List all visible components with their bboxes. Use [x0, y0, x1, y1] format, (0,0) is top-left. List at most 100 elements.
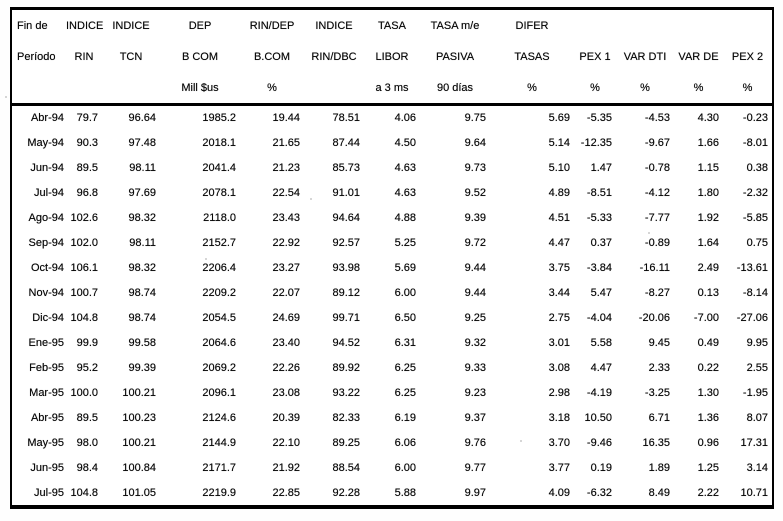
- value-cell: 9.25: [464, 311, 486, 324]
- value-cell: 9.75: [464, 112, 486, 125]
- value-cell: -0.78: [644, 162, 670, 175]
- value-cell: 100.23: [122, 411, 156, 424]
- value-cell: -3.25: [644, 386, 670, 399]
- scan-speckle: [5, 96, 7, 98]
- value-cell: 95.2: [76, 361, 98, 374]
- value-cell: 8.49: [648, 486, 670, 499]
- value-cell: 2124.6: [202, 411, 236, 424]
- value-cell: 99.71: [332, 311, 360, 324]
- period-cell: May-95: [27, 436, 64, 449]
- indicators-table: Fin de INDICE INDICE DEP RIN/DEP INDICE TASA TA…: [10, 7, 774, 509]
- header-cell: INDICE: [315, 19, 353, 32]
- value-cell: 24.69: [272, 311, 300, 324]
- value-cell: 2152.7: [202, 237, 236, 250]
- value-cell: 98.4: [76, 461, 98, 474]
- value-cell: 9.33: [464, 361, 486, 374]
- value-cell: 21.23: [272, 162, 300, 175]
- value-cell: 3.70: [548, 436, 570, 449]
- value-cell: 2041.4: [202, 162, 236, 175]
- value-cell: 100.21: [122, 436, 156, 449]
- value-cell: -13.61: [736, 262, 768, 275]
- value-cell: 23.40: [272, 336, 300, 349]
- value-cell: 22.10: [272, 436, 300, 449]
- value-cell: 21.92: [272, 461, 300, 474]
- value-cell: 100.21: [122, 386, 156, 399]
- value-cell: 6.71: [648, 411, 670, 424]
- header-cell: INDICE: [66, 19, 104, 32]
- table-row: Nov-94 100.7 98.74 2209.2 22.07 89.12 6.00 9.44…: [12, 281, 772, 306]
- value-cell: 89.25: [332, 436, 360, 449]
- value-cell: 89.12: [332, 287, 360, 300]
- value-cell: 23.43: [272, 212, 300, 225]
- value-cell: 98.32: [128, 212, 156, 225]
- period-cell: Ago-94: [28, 212, 64, 225]
- value-cell: 22.85: [272, 486, 300, 499]
- period-cell: Sep-94: [28, 237, 64, 250]
- value-cell: 93.22: [332, 386, 360, 399]
- header-cell: %: [590, 81, 600, 94]
- value-cell: -20.06: [638, 311, 670, 324]
- value-cell: 4.51: [548, 212, 570, 225]
- value-cell: 17.31: [740, 436, 768, 449]
- value-cell: 2064.6: [202, 336, 236, 349]
- value-cell: 90.3: [76, 137, 98, 150]
- value-cell: 1985.2: [202, 112, 236, 125]
- value-cell: 2144.9: [202, 436, 236, 449]
- period-cell: Feb-95: [29, 361, 64, 374]
- value-cell: 5.25: [394, 237, 416, 250]
- value-cell: 3.75: [548, 262, 570, 275]
- value-cell: 93.98: [332, 262, 360, 275]
- value-cell: 89.92: [332, 361, 360, 374]
- value-cell: 104.8: [70, 486, 98, 499]
- value-cell: -5.85: [742, 212, 768, 225]
- value-cell: 9.73: [464, 162, 486, 175]
- value-cell: 23.27: [272, 262, 300, 275]
- value-cell: 4.47: [548, 237, 570, 250]
- value-cell: 16.35: [642, 436, 670, 449]
- value-cell: 102.0: [70, 237, 98, 250]
- period-cell: Dic-94: [32, 311, 64, 324]
- value-cell: 104.8: [70, 311, 98, 324]
- value-cell: -12.35: [580, 137, 612, 150]
- value-cell: 2206.4: [202, 262, 236, 275]
- value-cell: 99.58: [128, 336, 156, 349]
- period-cell: Jun-95: [30, 461, 64, 474]
- period-cell: Jun-94: [30, 162, 64, 175]
- value-cell: 4.89: [548, 187, 570, 200]
- value-cell: 0.19: [590, 461, 612, 474]
- value-cell: 5.58: [590, 336, 612, 349]
- value-cell: -27.06: [736, 311, 768, 324]
- value-cell: 87.44: [332, 137, 360, 150]
- value-cell: 3.01: [548, 336, 570, 349]
- table-row: Mar-95 100.0 100.21 2096.1 23.08 93.22 6.25 9.2…: [12, 380, 772, 405]
- value-cell: 1.92: [697, 212, 719, 225]
- value-cell: 98.11: [129, 237, 156, 250]
- value-cell: 1.25: [697, 461, 719, 474]
- table-row: Jul-94 96.8 97.69 2078.1 22.54 91.01 4.63 9.52 4…: [12, 181, 772, 206]
- value-cell: 78.51: [332, 112, 360, 125]
- table-row: Feb-95 95.2 99.39 2069.2 22.26 89.92 6.25 9.33 3…: [12, 355, 772, 380]
- value-cell: 8.07: [746, 411, 768, 424]
- value-cell: 100.0: [70, 386, 98, 399]
- value-cell: 96.64: [128, 112, 156, 125]
- value-cell: 2118.0: [203, 212, 236, 225]
- value-cell: 0.96: [697, 436, 719, 449]
- header-cell: a 3 ms: [375, 81, 409, 94]
- header-line-2: Período RIN TCN B COM B.COM RIN/DBC LIBOR PASIV…: [12, 41, 772, 72]
- value-cell: 0.22: [697, 361, 719, 374]
- header-cell: %: [693, 81, 704, 94]
- value-cell: -5.35: [586, 112, 612, 125]
- value-cell: 10.50: [584, 411, 612, 424]
- value-cell: 3.14: [746, 461, 768, 474]
- table-row: Ene-95 99.9 99.58 2064.6 23.40 94.52 6.31 9.32 3…: [12, 330, 772, 355]
- table-row: May-94 90.3 97.48 2018.1 21.65 87.44 4.50 9.64 5…: [12, 131, 772, 156]
- value-cell: 5.14: [548, 137, 570, 150]
- value-cell: 91.01: [332, 187, 360, 200]
- value-cell: 2.98: [548, 386, 570, 399]
- value-cell: 6.06: [394, 436, 416, 449]
- header-cell: TASAS: [514, 50, 550, 63]
- value-cell: 94.52: [332, 336, 360, 349]
- value-cell: 82.33: [332, 411, 360, 424]
- value-cell: -8.14: [742, 287, 768, 300]
- value-cell: 1.89: [648, 461, 670, 474]
